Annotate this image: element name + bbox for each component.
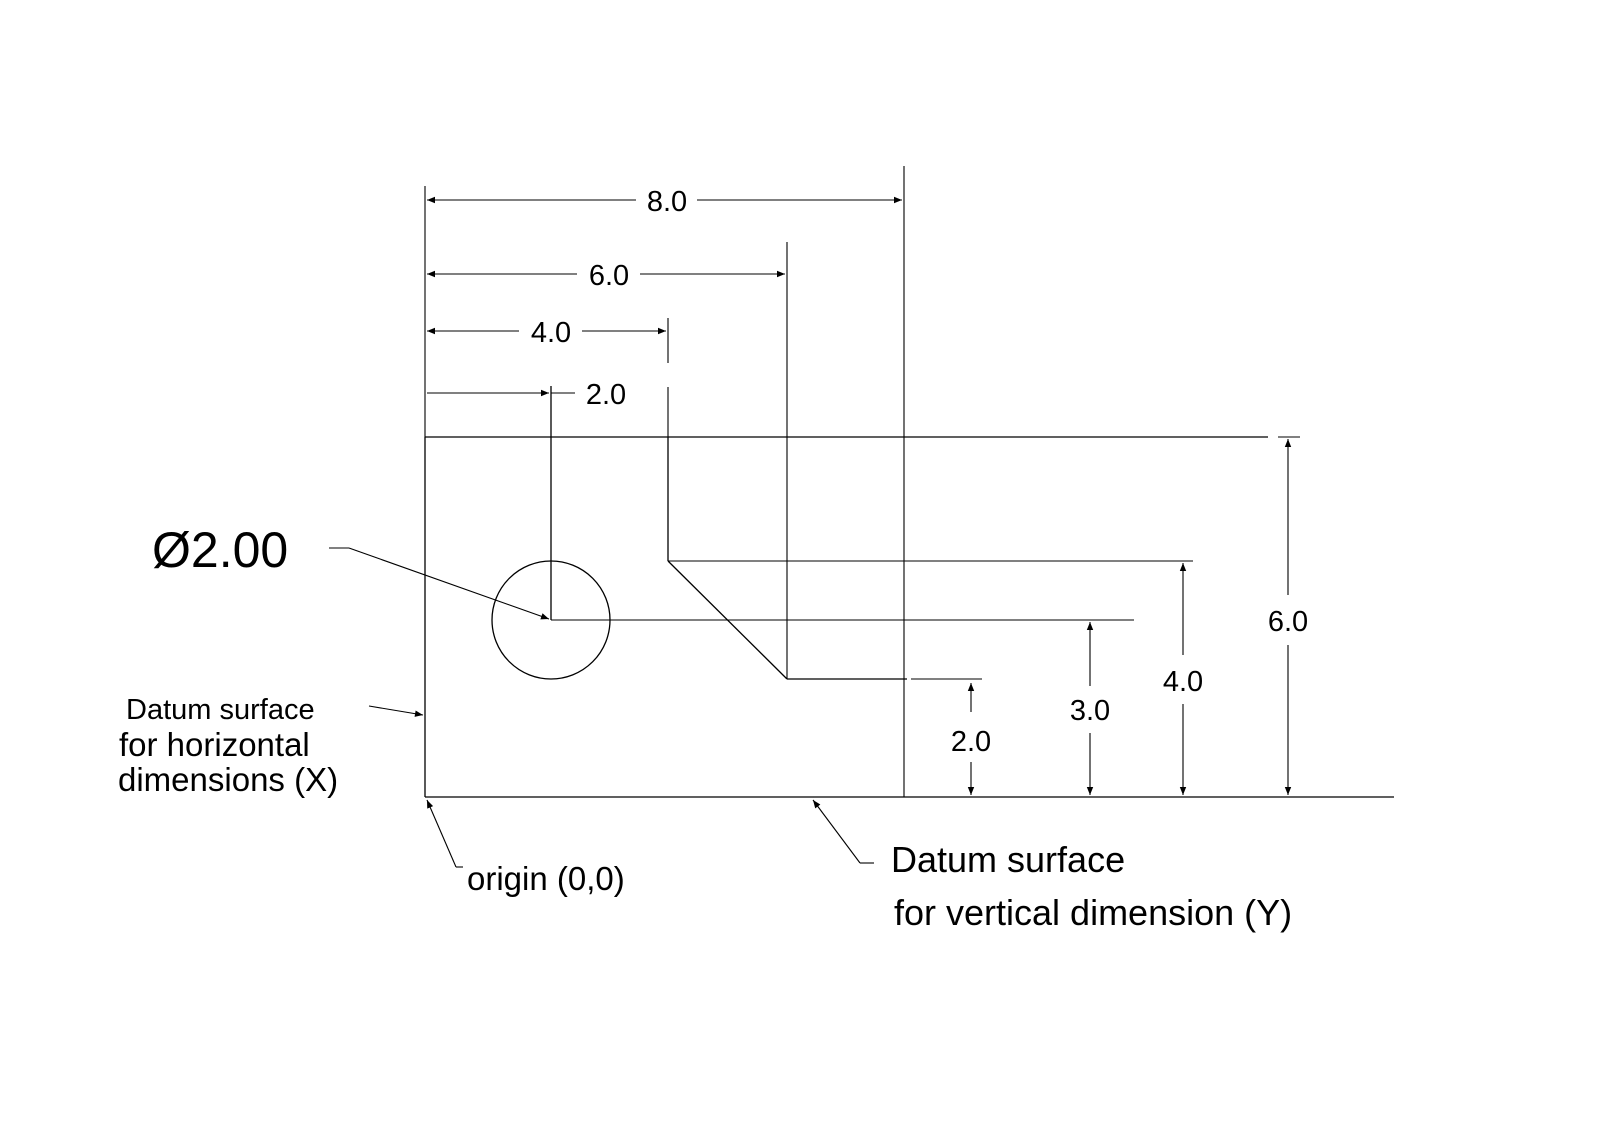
datum-x-label-line3: dimensions (X) [118, 761, 338, 798]
dimension-label: 2.0 [951, 726, 991, 758]
datum-x-label-line2: for horizontal [119, 726, 310, 763]
hole [491, 386, 611, 680]
dimension-label: 4.0 [531, 317, 571, 349]
dimension-8-0: 8.0 [427, 186, 902, 218]
datum-x-note: Datum surface for horizontal dimensions … [118, 694, 424, 798]
dimension-label: 3.0 [1070, 695, 1110, 727]
dimension-2-0-vertical: 2.0 [951, 683, 991, 795]
dimension-6-0: 6.0 [427, 260, 785, 292]
dimension-6-0-vertical: 6.0 [1268, 439, 1308, 795]
datum-x-label-line1: Datum surface [126, 694, 315, 726]
dimension-4-0: 4.0 [427, 317, 666, 349]
extension-lines [424, 166, 1300, 797]
hole-callout: Ø2.00 [152, 522, 550, 620]
datum-y-note: Datum surface for vertical dimension (Y) [812, 799, 1292, 933]
dimension-4-0-vertical: 4.0 [1163, 563, 1203, 795]
dimension-2-0: 2.0 [427, 379, 626, 411]
dimension-3-0-vertical: 3.0 [1070, 622, 1110, 795]
origin-label: origin (0,0) [467, 860, 625, 897]
dimension-label: 6.0 [1268, 606, 1308, 638]
dimension-label: 6.0 [589, 260, 629, 292]
dimension-label: 8.0 [647, 186, 687, 218]
origin-note: origin (0,0) [426, 799, 625, 897]
datum-y-label-line2: for vertical dimension (Y) [894, 892, 1292, 933]
part-outline [424, 436, 1394, 798]
datum-y-label-line1: Datum surface [891, 839, 1125, 880]
dimension-label: 2.0 [586, 379, 626, 411]
hole-diameter-label: Ø2.00 [152, 522, 288, 578]
dimension-label: 4.0 [1163, 666, 1203, 698]
